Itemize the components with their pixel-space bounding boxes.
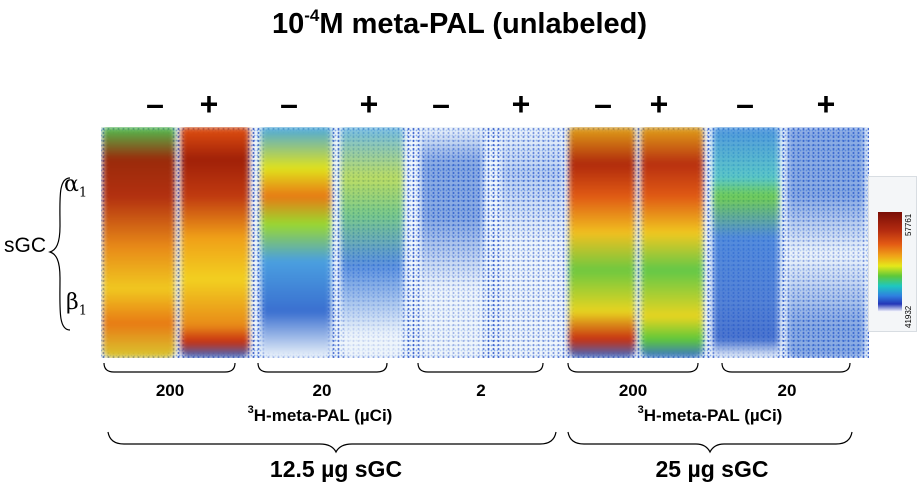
lane-sign-8: + bbox=[649, 86, 669, 122]
lane-6 bbox=[501, 127, 563, 358]
lane-4 bbox=[341, 127, 403, 358]
lane-10 bbox=[787, 127, 865, 358]
dose-label-5: 20 bbox=[777, 381, 797, 400]
dose-bracket-5 bbox=[721, 362, 851, 373]
amount-brace-1 bbox=[107, 431, 557, 454]
lane-9 bbox=[713, 127, 779, 358]
lane-sign-10: + bbox=[816, 86, 836, 122]
lane-8 bbox=[641, 127, 703, 358]
tracer-label-1: 3H-meta-PAL (µCi) bbox=[210, 404, 430, 426]
tracer-label-2: 3H-meta-PAL (µCi) bbox=[600, 404, 820, 426]
lane-sign-2: + bbox=[199, 86, 219, 122]
lane-sign-1: – bbox=[146, 86, 164, 122]
dose-bracket-1 bbox=[103, 362, 236, 373]
tracer-label-2-sup: 3 bbox=[637, 404, 644, 416]
lane-sign-4: + bbox=[359, 86, 379, 122]
lane-sign-9: – bbox=[736, 86, 754, 122]
dose-bracket-2 bbox=[257, 362, 388, 373]
tracer-label-2-text: H-meta-PAL (µCi) bbox=[643, 406, 783, 425]
colorbar bbox=[878, 212, 902, 312]
dose-label-1: 200 bbox=[155, 381, 185, 400]
dose-label-2: 20 bbox=[312, 381, 332, 400]
amount-label-1: 12.5 µg sGC bbox=[269, 456, 403, 482]
amount-brace-2 bbox=[567, 431, 853, 454]
lane-sign-6: + bbox=[511, 86, 531, 122]
lane-1 bbox=[103, 127, 175, 358]
title-prefix: 10 bbox=[271, 8, 305, 40]
lane-sign-3: – bbox=[280, 86, 298, 122]
tracer-label-1-sup: 3 bbox=[247, 404, 254, 416]
dose-bracket-4 bbox=[567, 362, 699, 373]
amount-label-2: 25 µg sGC bbox=[655, 456, 769, 482]
sgc-label: sGC bbox=[4, 234, 46, 257]
lane-sign-5: – bbox=[432, 86, 450, 122]
alpha-subscript: 1 bbox=[78, 185, 88, 201]
tracer-label-1-text: H-meta-PAL (µCi) bbox=[253, 406, 393, 425]
title-exponent: -4 bbox=[304, 6, 320, 25]
lane-5 bbox=[421, 127, 483, 358]
lane-2 bbox=[181, 127, 249, 358]
beta-symbol: β bbox=[66, 290, 79, 315]
lane-sign-7: – bbox=[594, 86, 612, 122]
dose-label-3: 2 bbox=[476, 381, 486, 400]
lane-7 bbox=[569, 127, 635, 358]
dose-label-4: 200 bbox=[618, 381, 648, 400]
dose-bracket-3 bbox=[417, 362, 544, 373]
autoradiograph-blot bbox=[101, 127, 869, 358]
sgc-brace bbox=[48, 177, 71, 331]
title-suffix: M meta-PAL (unlabeled) bbox=[319, 8, 647, 40]
beta1-label: β1 bbox=[66, 290, 87, 318]
lane-3 bbox=[261, 127, 331, 358]
beta-subscript: 1 bbox=[78, 303, 87, 319]
page-title: 10-4M meta-PAL (unlabeled) bbox=[0, 6, 919, 41]
